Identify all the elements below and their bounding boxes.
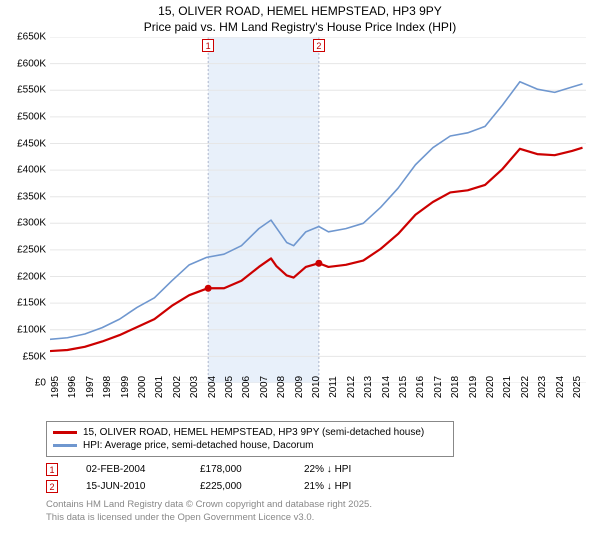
transaction-row: 1 02-FEB-2004 £178,000 22% ↓ HPI [46, 461, 600, 478]
x-tick-label: 2021 [502, 376, 513, 398]
transaction-date: 15-JUN-2010 [86, 481, 176, 492]
x-tick-label: 2004 [207, 376, 218, 398]
x-tick-label: 2014 [381, 376, 392, 398]
x-tick-label: 2024 [555, 376, 566, 398]
x-tick-label: 2012 [346, 376, 357, 398]
y-tick-label: £600K [17, 58, 46, 69]
y-tick-label: £500K [17, 112, 46, 123]
y-axis-ticks: £0£50K£100K£150K£200K£250K£300K£350K£400… [6, 37, 48, 383]
y-tick-label: £50K [23, 351, 46, 362]
transaction-row: 2 15-JUN-2010 £225,000 21% ↓ HPI [46, 478, 600, 495]
x-tick-label: 2015 [398, 376, 409, 398]
x-tick-label: 2016 [415, 376, 426, 398]
x-tick-label: 2017 [433, 376, 444, 398]
x-tick-label: 1996 [67, 376, 78, 398]
x-tick-label: 2001 [154, 376, 165, 398]
x-tick-label: 2009 [294, 376, 305, 398]
y-tick-label: £150K [17, 298, 46, 309]
x-tick-label: 2010 [311, 376, 322, 398]
sale-marker-badge: 2 [313, 39, 325, 52]
chart-title: 15, OLIVER ROAD, HEMEL HEMPSTEAD, HP3 9P… [0, 0, 600, 37]
y-tick-label: £350K [17, 191, 46, 202]
transaction-delta: 22% ↓ HPI [304, 464, 394, 475]
legend-label: 15, OLIVER ROAD, HEMEL HEMPSTEAD, HP3 9P… [83, 427, 424, 438]
transaction-delta: 21% ↓ HPI [304, 481, 394, 492]
chart-frame: £0 £50K £100K £150K £200K £250K £300K £350K £400… [6, 37, 594, 417]
x-tick-label: 1998 [102, 376, 113, 398]
x-tick-label: 2002 [172, 376, 183, 398]
x-tick-label: 1999 [120, 376, 131, 398]
y-tick-label: £400K [17, 165, 46, 176]
legend-row: 15, OLIVER ROAD, HEMEL HEMPSTEAD, HP3 9P… [53, 426, 447, 439]
x-tick-label: 2006 [241, 376, 252, 398]
copyright-line2: This data is licensed under the Open Gov… [46, 512, 600, 524]
x-tick-label: 2011 [328, 376, 339, 398]
sale-marker-badge: 1 [202, 39, 214, 52]
x-tick-label: 1995 [50, 376, 61, 398]
x-tick-label: 2003 [189, 376, 200, 398]
y-tick-label: £650K [17, 32, 46, 43]
copyright-line1: Contains HM Land Registry data © Crown c… [46, 499, 600, 511]
y-tick-label: £250K [17, 245, 46, 256]
y-tick-label: £200K [17, 271, 46, 282]
chart-legend: 15, OLIVER ROAD, HEMEL HEMPSTEAD, HP3 9P… [46, 421, 454, 457]
x-tick-label: 2013 [363, 376, 374, 398]
x-tick-label: 2000 [137, 376, 148, 398]
y-tick-label: £100K [17, 324, 46, 335]
copyright-notice: Contains HM Land Registry data © Crown c… [46, 499, 600, 524]
transaction-date: 02-FEB-2004 [86, 464, 176, 475]
x-tick-label: 2025 [572, 376, 583, 398]
legend-swatch [53, 444, 77, 447]
plot-area: 12 [50, 37, 586, 383]
x-tick-label: 2007 [259, 376, 270, 398]
x-tick-label: 2022 [520, 376, 531, 398]
transaction-marker: 2 [46, 480, 58, 493]
legend-row: HPI: Average price, semi-detached house,… [53, 439, 447, 452]
plot-svg [50, 37, 586, 383]
chart-title-line1: 15, OLIVER ROAD, HEMEL HEMPSTEAD, HP3 9P… [0, 4, 600, 20]
transaction-rows: 1 02-FEB-2004 £178,000 22% ↓ HPI 2 15-JUN-201… [46, 461, 600, 495]
x-axis-ticks: 1995199619971998199920002001200220032004… [50, 383, 586, 417]
y-tick-label: £0 [35, 378, 46, 389]
transaction-price: £225,000 [200, 481, 280, 492]
chart-title-line2: Price paid vs. HM Land Registry's House … [0, 20, 600, 36]
x-tick-label: 2019 [468, 376, 479, 398]
x-tick-label: 2005 [224, 376, 235, 398]
x-tick-label: 2020 [485, 376, 496, 398]
x-tick-label: 2008 [276, 376, 287, 398]
x-tick-label: 1997 [85, 376, 96, 398]
y-tick-label: £550K [17, 85, 46, 96]
transaction-price: £178,000 [200, 464, 280, 475]
legend-swatch [53, 431, 77, 434]
y-tick-label: £450K [17, 138, 46, 149]
legend-label: HPI: Average price, semi-detached house,… [83, 440, 314, 451]
y-tick-label: £300K [17, 218, 46, 229]
transaction-marker: 1 [46, 463, 58, 476]
x-tick-label: 2023 [537, 376, 548, 398]
x-tick-label: 2018 [450, 376, 461, 398]
